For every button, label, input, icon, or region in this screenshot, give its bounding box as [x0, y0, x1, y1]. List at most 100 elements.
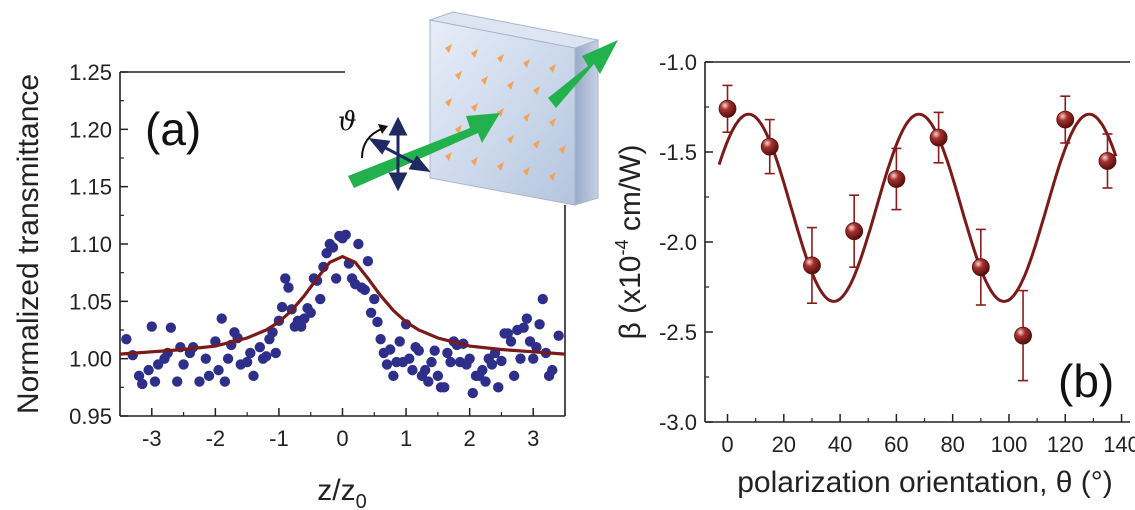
panel-a-data-point [270, 347, 281, 359]
angle-arc-head [378, 124, 388, 134]
panel-b-y-axis-title: β (x10-4 cm/W) [612, 145, 647, 340]
panel-a-data-point [369, 293, 380, 305]
panel-a-data-point [467, 387, 479, 399]
panel-a-label: (a) [145, 103, 201, 155]
panel-b-data-point [1056, 110, 1075, 129]
panel-a-data-point [531, 342, 542, 353]
panel-a-data-point [518, 322, 529, 333]
crystal-marker [471, 103, 478, 112]
crystal-marker [471, 49, 478, 58]
panel-b-y-tick-label: -2.0 [659, 230, 697, 255]
panel-a-data-point [372, 316, 383, 328]
panel-a-data-point [375, 333, 386, 345]
panel-a-data-point [537, 293, 548, 305]
crystal-marker [549, 172, 556, 181]
panel-a-data-point [143, 364, 154, 376]
panel-a-x-ticks: -3 -2 -1 0 1 2 3 [119, 408, 566, 451]
panel-a-x-tick-label: -2 [206, 426, 226, 451]
panel-a-data-point [547, 364, 558, 376]
panel-a-data-point [464, 353, 475, 364]
panel-b-y-axis-title-sup: -4 [612, 240, 632, 256]
panel-b-x-tick-label: 120 [1047, 432, 1084, 457]
crystal-marker [497, 162, 504, 171]
panel-a-data-point [426, 356, 437, 368]
panel-a-data-point [521, 313, 533, 324]
panel-b-data-point [1014, 326, 1032, 345]
crystal-marker [445, 44, 452, 53]
panel-a-data-point [172, 376, 183, 387]
panel-a-data-point [133, 370, 145, 382]
crystal-marker [471, 157, 478, 166]
panel-a-x-tick-label: 0 [336, 426, 348, 451]
panel-a-fit-line [119, 254, 566, 356]
panel-b-y-tick-label: -3.0 [659, 410, 697, 435]
panel-a-y-ticks: 0.95 1.00 1.05 1.10 1.15 1.20 1.25 [69, 60, 128, 429]
panel-b-fit-line [717, 112, 1118, 303]
panel-a-data-point [486, 359, 498, 370]
panel-a-data-point [384, 344, 396, 355]
panel-b-data-point [845, 222, 864, 241]
panel-a-data-point [203, 370, 215, 382]
panel-a-data-point [315, 293, 326, 305]
panel-a-data-point [528, 353, 539, 364]
panel-a-data-point [429, 345, 440, 356]
panel-a-x-tick-label: 3 [527, 426, 539, 451]
panel-a-data-point [493, 382, 504, 393]
crystal-marker [481, 76, 488, 85]
panel-b-x-tick-label: 140 [1103, 432, 1135, 457]
panel-a-data-point [248, 370, 259, 382]
panel-a-data-point [241, 356, 253, 368]
panel-b-data-point [1098, 152, 1117, 170]
panel-a-data-point [149, 376, 161, 387]
panel-a-data-point [508, 370, 520, 382]
panel-b-x-tick-label: 40 [828, 432, 852, 457]
polarization-arrows [368, 116, 431, 192]
panel-a-y-tick-label: 1.20 [69, 117, 112, 142]
panel-b-data-point [760, 137, 779, 156]
panel-a-data-point [404, 353, 415, 364]
panel-a-data-point [222, 353, 234, 364]
panel-b-data-point [803, 256, 821, 275]
crystal-marker [507, 81, 514, 90]
panel-b-y-ticks: -3.0 -2.5 -2.0 -1.5 -1.0 [659, 50, 713, 435]
panel-a-data-point [137, 378, 148, 390]
panel-b-x-tick-label: 80 [940, 432, 964, 457]
panel-a-data-point [200, 353, 212, 364]
panel-a-data-point [502, 328, 513, 339]
panel-b-x-tick-label: 20 [772, 432, 796, 457]
panel-a-x-tick-label: -3 [142, 426, 162, 451]
incoming-beam-arrow [348, 113, 500, 188]
panel-a-y-axis-title: Normalized transmittance [12, 74, 45, 414]
panel-a-x-tick-label: 2 [464, 426, 476, 451]
crystal-markers [445, 44, 566, 181]
crystal-marker [549, 64, 556, 73]
panel-a-data-point [121, 333, 132, 345]
crystal-marker [559, 145, 566, 154]
panel-b-x-tick-label: 60 [884, 432, 908, 457]
panel-a-data-point [445, 356, 456, 368]
crystal-marker [533, 140, 540, 149]
panel-a-y-tick-label: 1.25 [69, 60, 112, 85]
panel-a-data-point [480, 376, 491, 387]
panel-a-x-tick-label: 1 [400, 426, 412, 451]
panel-a-data-point [432, 370, 444, 382]
crystal-marker [523, 59, 530, 68]
panel-a-data-point [534, 319, 545, 330]
panel-a-data-point [194, 376, 205, 387]
crystal-marker [533, 86, 540, 95]
crystal-marker [445, 152, 452, 161]
panel-b-data-point [929, 128, 948, 147]
panel-b-x-ticks: 0 20 40 60 80 100 120 140 [721, 414, 1135, 457]
panel-a-data-point [327, 242, 339, 253]
crystal-marker [497, 54, 504, 63]
panel-a-data-point [439, 382, 450, 393]
crystal-marker [507, 135, 514, 144]
crystal-marker [445, 98, 452, 107]
panel-a-data-point [359, 284, 370, 296]
panel-a-data-point [213, 364, 224, 376]
panel-a-data-point [423, 376, 434, 387]
panel-b-x-tick-label: 100 [991, 432, 1028, 457]
panel-a-y-tick-label: 1.00 [69, 347, 112, 372]
panel-b: -3.0-2.5-2.0-1.5-1.0 0 20 40 60 80 100 120 140 … [612, 50, 1135, 499]
panel-a-data-point [394, 336, 405, 347]
